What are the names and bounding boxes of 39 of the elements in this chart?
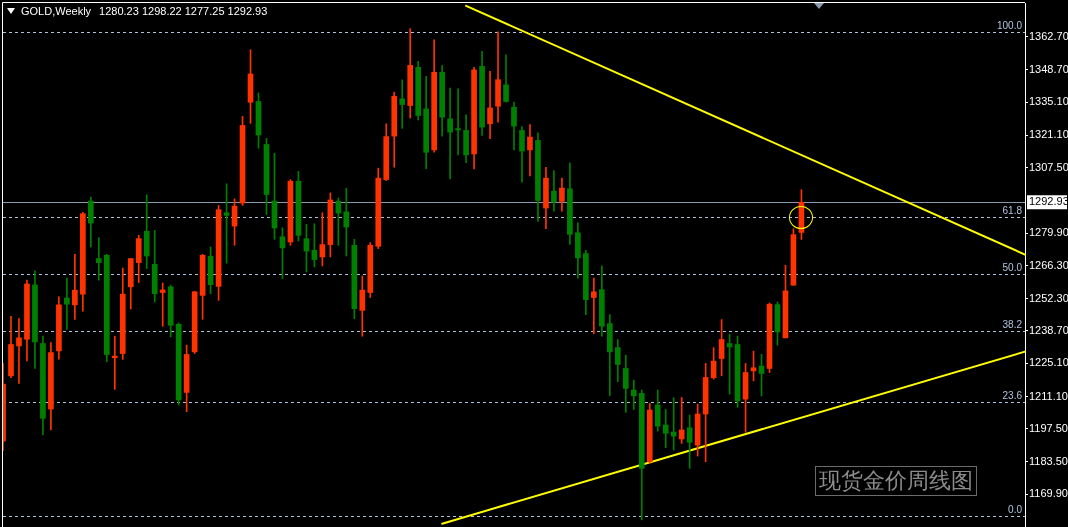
y-tick-label: 1348.70 (1029, 62, 1068, 75)
y-tick-label: 1321.10 (1029, 128, 1068, 141)
annotation: 现货金价周线图 (815, 466, 977, 496)
annotation: 0.0 (1008, 504, 1023, 516)
annotation: 61.8 (1002, 205, 1023, 217)
annotation: 38.2 (1002, 319, 1023, 331)
candlestick (95, 237, 102, 281)
candlestick (343, 187, 350, 257)
candlestick (399, 79, 406, 129)
candlestick (487, 71, 493, 140)
y-tick-label: 1211.10 (1029, 389, 1068, 402)
annotation: 23.6 (1002, 390, 1023, 402)
candlestick (111, 335, 118, 390)
chart-subtitle: 1280.23 1298.22 1277.25 1292.93 (99, 4, 268, 18)
candlestick (447, 87, 453, 180)
candlestick (159, 282, 166, 327)
y-tick-label: 1197.50 (1029, 421, 1068, 434)
candlestick (64, 277, 70, 330)
candlestick (527, 124, 533, 177)
annotation: 100.0 (996, 20, 1023, 32)
y-tick-label: 1362.70 (1029, 29, 1068, 42)
y-tick-label: 1225.10 (1029, 356, 1068, 369)
candlestick (455, 88, 461, 156)
y-tick-label: 1183.50 (1029, 455, 1068, 468)
candlestick (16, 318, 22, 384)
y-tick-label: 1169.90 (1029, 487, 1068, 500)
annotation: 50.0 (1002, 262, 1023, 274)
candlestick (591, 277, 597, 334)
candlestick (662, 409, 669, 449)
y-tick-label: 1252.30 (1029, 291, 1068, 304)
candlestick (678, 397, 685, 444)
y-tick-label: 1266.30 (1029, 258, 1068, 271)
chart-title: GOLD,Weekly (21, 4, 92, 18)
candlestick (72, 253, 78, 320)
y-tick-label: 1335.10 (1029, 95, 1068, 108)
candlestick (630, 379, 637, 410)
y-tick-label: 1238.70 (1029, 324, 1068, 337)
y-tick-label: 1279.90 (1029, 226, 1068, 239)
y-tick-label: 1307.50 (1029, 160, 1068, 173)
